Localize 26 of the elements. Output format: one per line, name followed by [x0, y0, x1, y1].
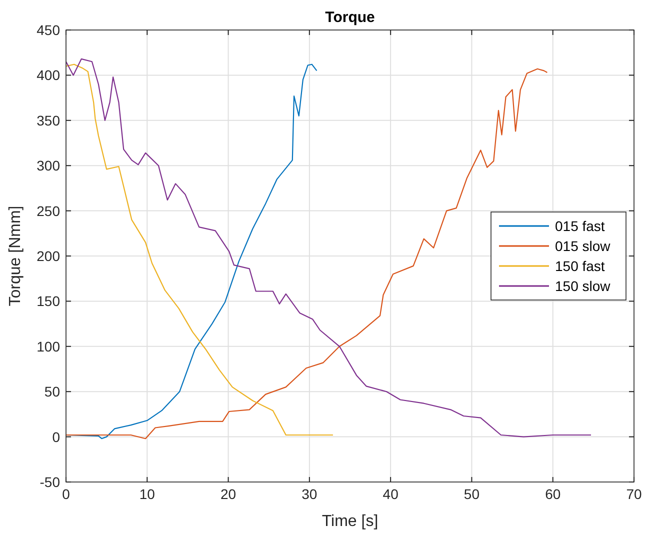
legend-label: 015 slow: [555, 238, 612, 254]
legend-label: 015 fast: [555, 218, 605, 234]
x-tick-label: 20: [220, 486, 236, 502]
x-tick-label: 30: [302, 486, 318, 502]
x-axis-title: Time [s]: [322, 513, 378, 530]
legend-label: 150 slow: [555, 278, 612, 294]
y-axis-title: Torque [Nmm]: [7, 206, 24, 306]
y-tick-label: -50: [40, 474, 60, 490]
y-tick-label: 200: [36, 248, 60, 264]
y-tick-label: 50: [44, 384, 60, 400]
y-tick-label: 450: [36, 22, 60, 38]
x-tick-label: 70: [626, 486, 642, 502]
y-tick-label: 350: [36, 112, 60, 128]
y-tick-label: 150: [36, 293, 60, 310]
chart-title: Torque: [325, 9, 375, 26]
legend-label: 150 fast: [555, 258, 605, 274]
x-tick-label: 10: [139, 486, 156, 502]
x-tick-label: 50: [464, 486, 480, 502]
y-tick-label: 300: [36, 158, 60, 174]
y-tick-label: 250: [36, 202, 60, 219]
y-tick-label: 0: [52, 428, 60, 445]
x-tick-label: 40: [382, 486, 399, 502]
x-tick-label: 60: [545, 486, 561, 502]
y-tick-label: 400: [36, 67, 60, 84]
y-tick-label: 100: [36, 338, 60, 354]
x-tick-label: 0: [62, 486, 70, 502]
